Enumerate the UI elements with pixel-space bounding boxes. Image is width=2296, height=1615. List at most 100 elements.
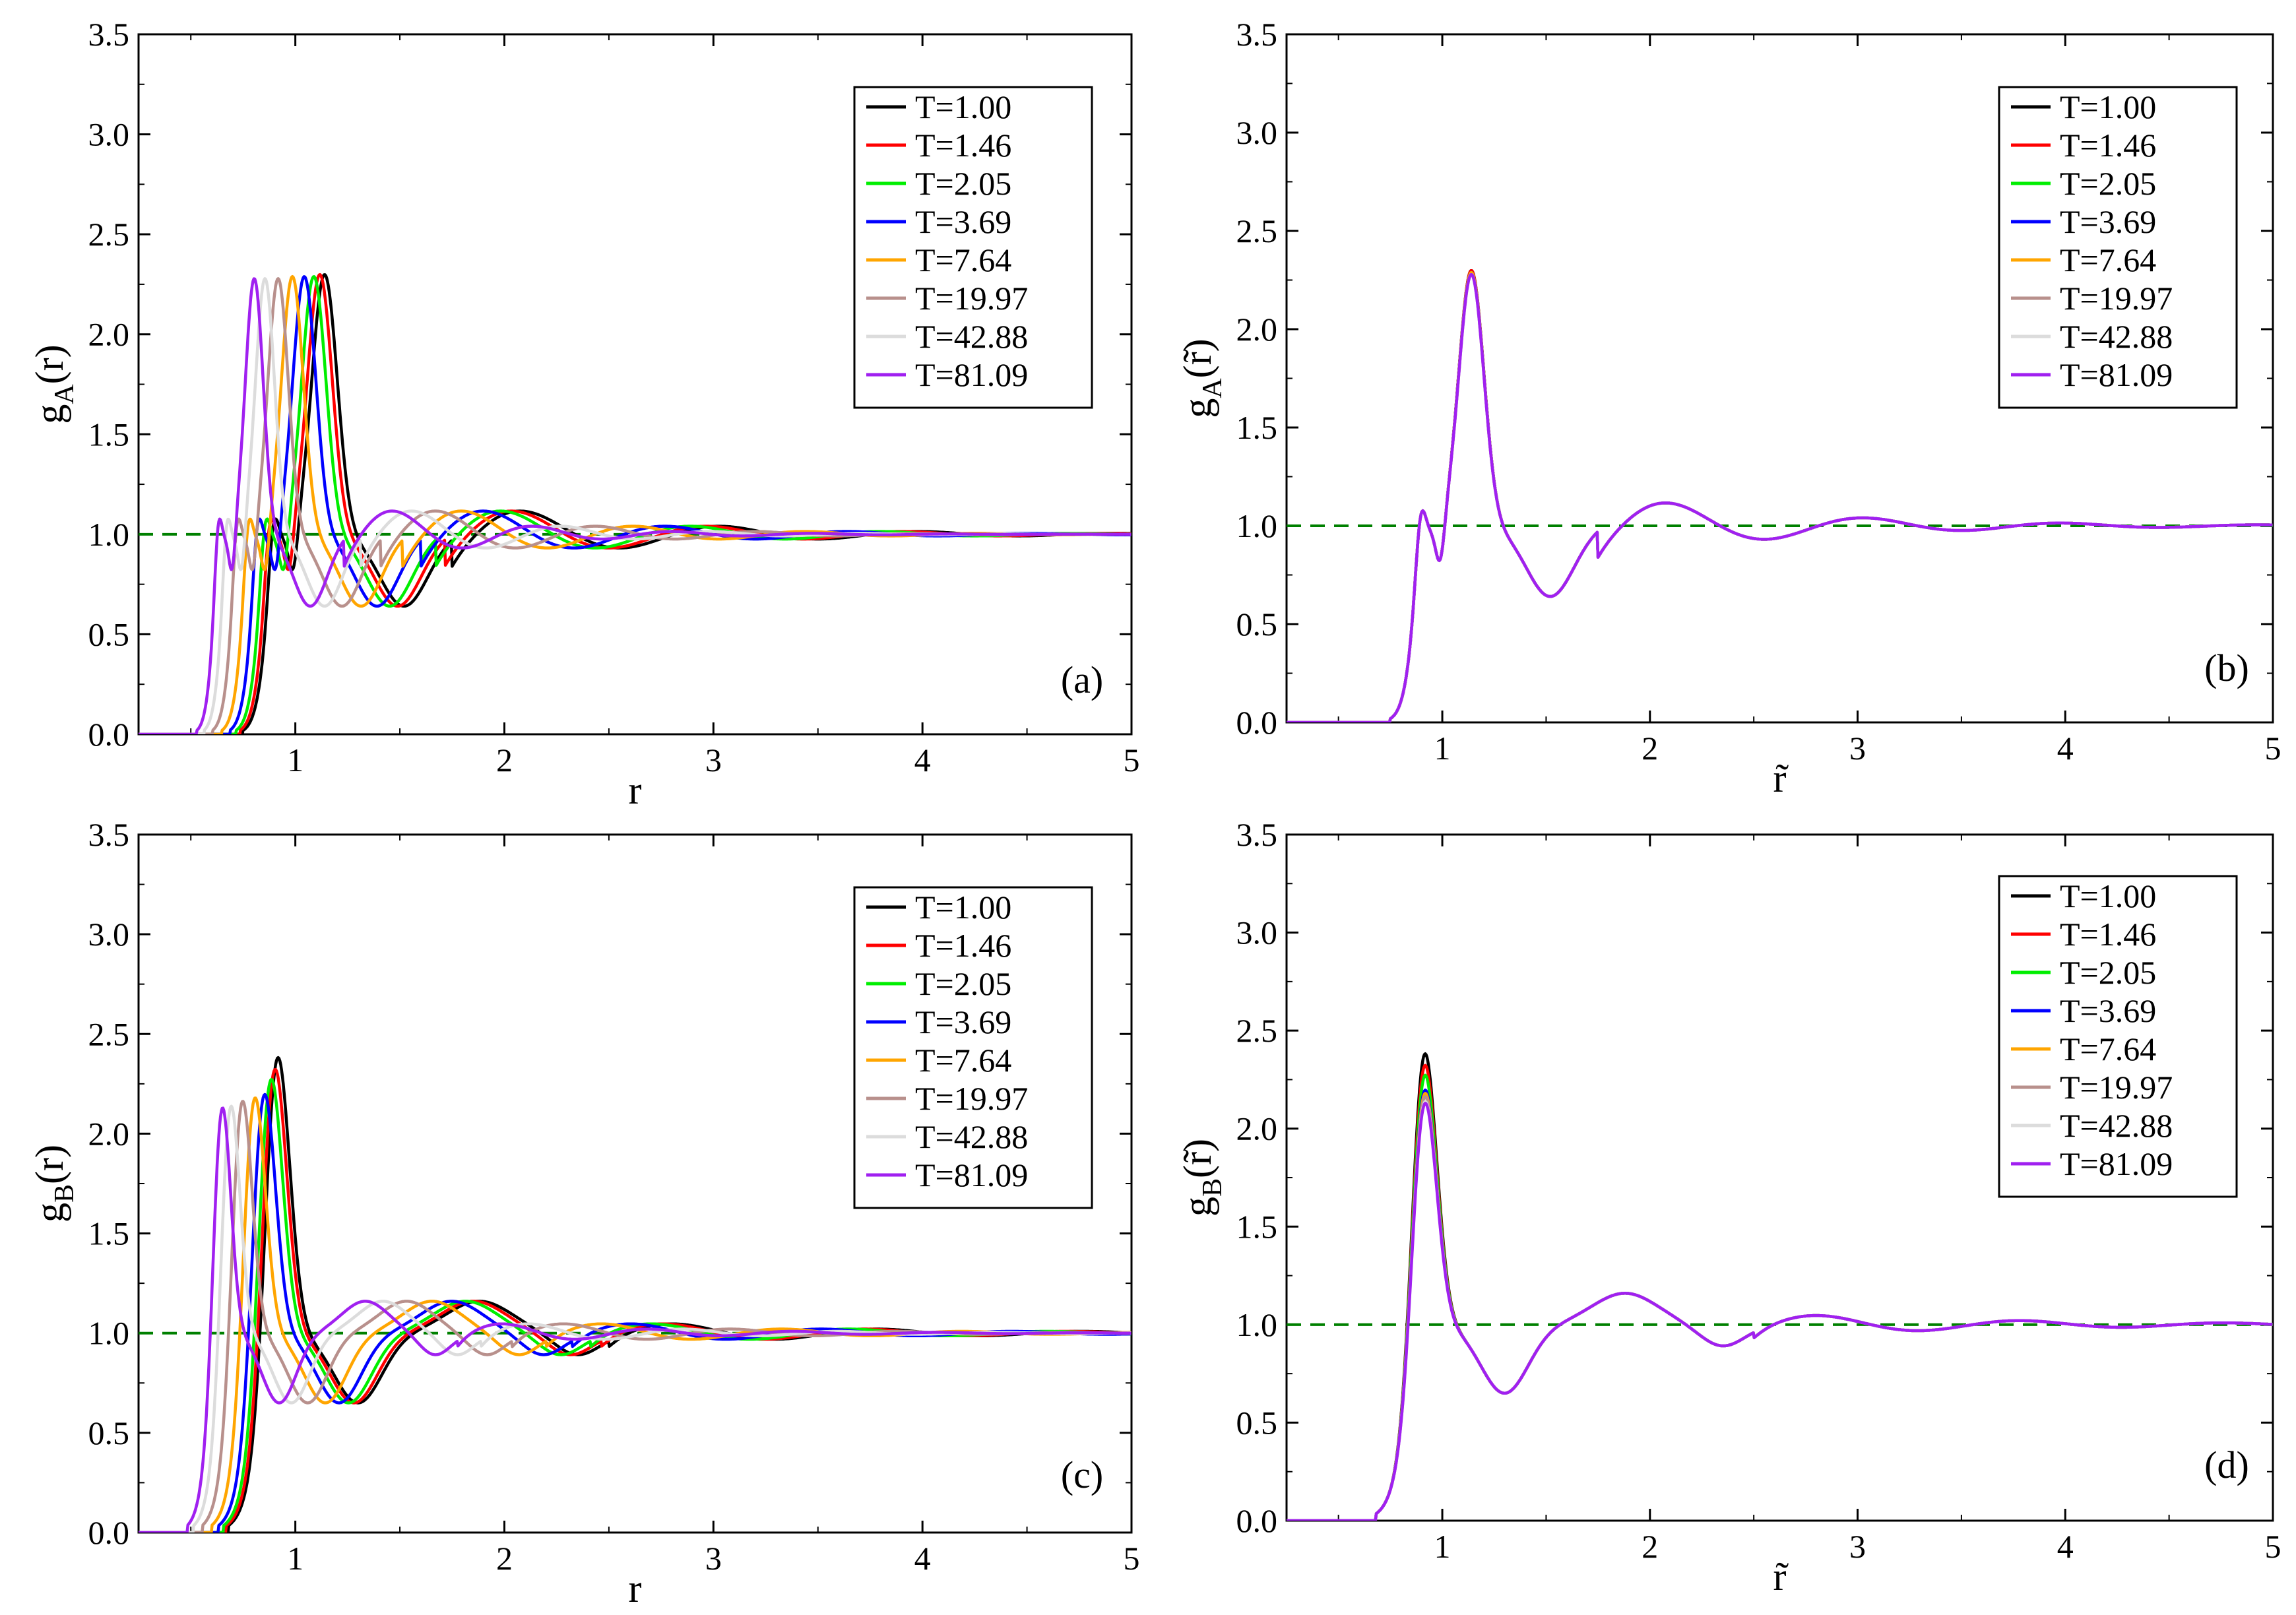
- y-axis-label: gB(r̃): [1176, 1139, 1228, 1217]
- y-label-sub: A: [1197, 378, 1228, 398]
- legend-label: T=1.46: [2060, 127, 2156, 164]
- panel-a: 0.0 0.5 1.0 1.5 2.0 2.5 3.0 3.5 1 2 3 4 5 r gA(r) T=1.0…: [28, 16, 1140, 812]
- panel-label: (a): [1061, 658, 1103, 701]
- legend-label: T=19.97: [915, 1080, 1028, 1117]
- legend-label: T=81.09: [915, 356, 1028, 393]
- y-tick-label: 3.0: [88, 916, 130, 953]
- y-label-sub: B: [1197, 1178, 1228, 1197]
- y-tick-label: 0.0: [88, 716, 130, 753]
- legend-label: T=1.00: [2060, 88, 2156, 125]
- legend-box: [1998, 86, 2238, 409]
- x-tick-label: 2: [496, 742, 513, 778]
- series-group: [139, 1056, 1132, 1533]
- legend-box: [853, 886, 1093, 1209]
- legend-label: T=2.05: [2060, 954, 2156, 991]
- x-tick-label: 4: [2057, 730, 2074, 767]
- y-tick-label: 2.5: [88, 216, 130, 253]
- y-tick-label: 1.5: [88, 1215, 130, 1252]
- y-axis-label: gA(r): [28, 344, 80, 424]
- x-axis-label: r: [629, 769, 642, 812]
- x-tick-label: 5: [1124, 1540, 1140, 1577]
- y-label-main: g: [1176, 398, 1219, 418]
- legend-label: T=1.00: [915, 88, 1011, 125]
- series-group: [1287, 269, 2273, 722]
- y-tick-label: 0.0: [1236, 704, 1278, 741]
- x-tick-label: 5: [1124, 742, 1140, 778]
- y-tick-label: 0.5: [88, 616, 130, 652]
- x-tick-label: 3: [705, 1540, 722, 1577]
- y-tick-label: 0.0: [88, 1514, 130, 1551]
- legend-label: T=81.09: [2060, 1145, 2173, 1182]
- legend: T=1.00T=1.46T=2.05T=3.69T=7.64T=19.97T=4…: [1998, 875, 2238, 1198]
- legend-label: T=19.97: [2060, 1069, 2173, 1106]
- y-tick-label: 3.0: [88, 116, 130, 153]
- x-axis-label: r: [629, 1567, 642, 1610]
- legend-label: T=2.05: [2060, 165, 2156, 202]
- y-label-main: g: [28, 404, 71, 424]
- panel-c: 0.0 0.5 1.0 1.5 2.0 2.5 3.0 3.5 1 2 3 4 5 r gB(r) T=1.0…: [28, 816, 1140, 1610]
- y-axis-label: gB(r): [28, 1145, 80, 1222]
- legend-label: T=2.05: [915, 165, 1011, 202]
- legend-label: T=19.97: [915, 280, 1028, 317]
- x-tick-label: 4: [914, 1540, 931, 1577]
- legend-label: T=81.09: [915, 1156, 1028, 1193]
- y-tick-label: 2.5: [1236, 212, 1278, 249]
- legend: T=1.00T=1.46T=2.05T=3.69T=7.64T=19.97T=4…: [1998, 86, 2238, 409]
- y-tick-label: 2.0: [1236, 311, 1278, 348]
- y-tick-label: 3.0: [1236, 914, 1278, 951]
- x-tick-label: 5: [2265, 1528, 2281, 1565]
- legend-label: T=3.69: [2060, 203, 2156, 240]
- x-tick-label: 4: [2057, 1528, 2074, 1565]
- legend-box: [853, 86, 1093, 409]
- x-tick-label: 1: [287, 1540, 303, 1577]
- x-tick-label: 2: [1642, 730, 1658, 767]
- y-tick-label: 3.5: [88, 816, 130, 853]
- y-label-main: g: [1176, 1197, 1219, 1217]
- legend-label: T=7.64: [915, 241, 1011, 278]
- y-tick-label: 3.0: [1236, 114, 1278, 151]
- y-tick-label: 2.5: [1236, 1012, 1278, 1049]
- legend-label: T=42.88: [2060, 1107, 2173, 1144]
- y-tick-label: 1.5: [88, 416, 130, 453]
- x-tick-label: 1: [1434, 730, 1451, 767]
- y-tick-label: 1.5: [1236, 1208, 1278, 1245]
- y-label-arg: (r): [28, 1145, 71, 1184]
- y-label-arg: (r̃): [1176, 338, 1219, 378]
- y-tick-label: 3.5: [1236, 816, 1278, 853]
- x-tick-label: 2: [1642, 1528, 1658, 1565]
- legend-label: T=1.46: [915, 927, 1011, 964]
- legend-label: T=1.46: [2060, 916, 2156, 953]
- y-tick-label: 2.0: [88, 1115, 130, 1152]
- x-tick-label: 5: [2265, 730, 2281, 767]
- y-tick-label: 1.0: [88, 1315, 130, 1352]
- legend-label: T=7.64: [2060, 241, 2156, 278]
- y-tick-label: 0.5: [1236, 1404, 1278, 1441]
- y-tick-label: 3.5: [1236, 16, 1278, 53]
- y-tick-label: 1.0: [1236, 1306, 1278, 1343]
- panel-label: (c): [1061, 1453, 1103, 1496]
- series-line-8109: [139, 277, 1132, 734]
- legend-label: T=3.69: [915, 1003, 1011, 1040]
- legend: T=1.00T=1.46T=2.05T=3.69T=7.64T=19.97T=4…: [853, 886, 1093, 1209]
- y-tick-label: 0.5: [1236, 606, 1278, 643]
- y-label-sub: A: [49, 384, 80, 404]
- legend-label: T=42.88: [915, 1118, 1028, 1155]
- x-tick-label: 3: [1849, 730, 1866, 767]
- y-tick-label: 2.0: [88, 316, 130, 353]
- panel-d: 0.0 0.5 1.0 1.5 2.0 2.5 3.0 3.5 1 2 3 4 5 r̃ gB(r̃) T=1…: [1176, 816, 2281, 1599]
- legend-label: T=3.69: [915, 203, 1011, 240]
- y-axis-label: gA(r̃): [1176, 338, 1228, 418]
- x-axis-label: r̃: [1773, 1555, 1789, 1599]
- legend-label: T=3.69: [2060, 992, 2156, 1029]
- y-tick-label: 1.5: [1236, 409, 1278, 446]
- series-group: [1287, 1052, 2273, 1521]
- y-label-sub: B: [49, 1184, 80, 1203]
- x-tick-label: 4: [914, 742, 931, 778]
- series-line-8109: [1287, 272, 2273, 722]
- series-line-8109: [139, 1106, 1132, 1533]
- legend-box: [1998, 875, 2238, 1198]
- legend-label: T=1.46: [915, 127, 1011, 164]
- y-tick-label: 2.5: [88, 1015, 130, 1052]
- legend-label: T=2.05: [915, 965, 1011, 1002]
- y-tick-label: 3.5: [88, 16, 130, 53]
